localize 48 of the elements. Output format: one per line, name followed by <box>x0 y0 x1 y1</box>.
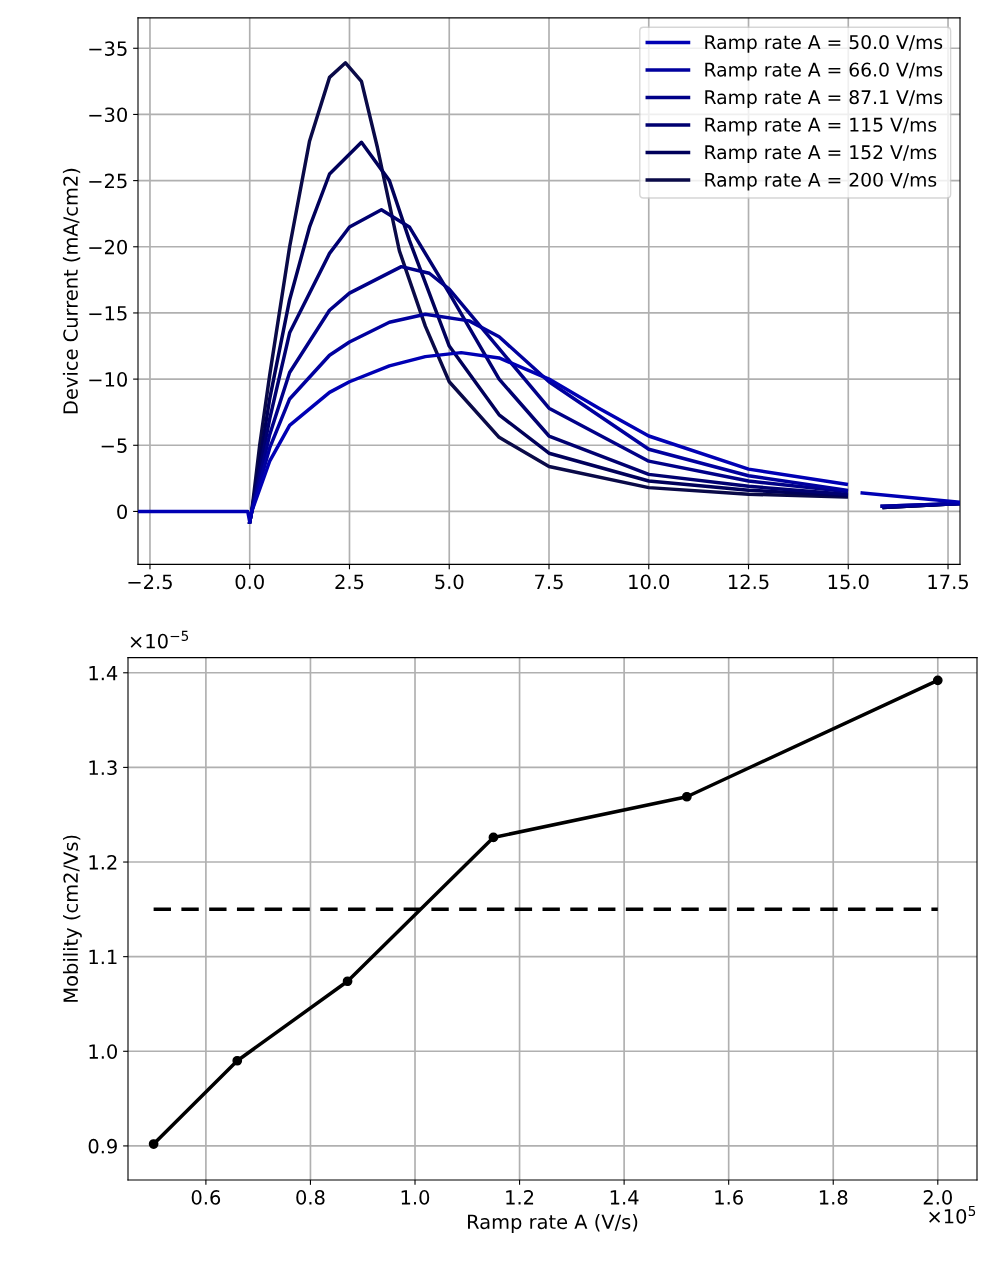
point <box>488 832 499 843</box>
x-tick-label: 10.0 <box>629 574 670 590</box>
y-tick-label: 1.4 <box>89 665 118 681</box>
legend-label: Ramp rate A = 115 V/ms <box>705 117 937 136</box>
x-tick-label: 17.5 <box>928 574 968 590</box>
y-axis-title: Mobility (cm2/Vs) <box>62 835 82 1002</box>
y-tick-label: −10 <box>89 372 127 387</box>
x-tick-label: −2.5 <box>128 574 172 590</box>
x-tick-label: 12.5 <box>729 574 769 590</box>
y-tick-label: 1.3 <box>89 760 117 776</box>
x-tick-label: 0.0 <box>235 574 264 590</box>
x-axis-title: Ramp rate A (V/s) <box>468 1214 638 1233</box>
y-tick-label: −5 <box>101 438 127 453</box>
x-tick-label: 1.6 <box>715 1190 743 1205</box>
x-tick-label: 7.5 <box>535 574 563 590</box>
point <box>932 675 943 686</box>
text: ×10$^{−5}$ <box>130 630 189 649</box>
x-tick-label: 1.2 <box>506 1190 534 1205</box>
legend-label: Ramp rate A = 50.0 V/ms <box>705 35 943 53</box>
legend-label: Ramp rate A = 152 V/ms <box>705 145 937 163</box>
x-tick-label: 5.0 <box>435 574 464 590</box>
point <box>148 1139 159 1149</box>
y-axis-title: Device Current (mA/cm2) <box>62 168 81 414</box>
y-tick-label: −15 <box>89 306 127 321</box>
y-tick-label: 0 <box>117 504 127 520</box>
legend-label: Ramp rate A = 200 V/ms <box>705 172 937 191</box>
y-tick-label: −35 <box>89 41 127 56</box>
y-tick-label: 1.2 <box>89 854 117 870</box>
x-tick-label: 15.0 <box>828 574 869 590</box>
x-tick-label: 2.5 <box>335 574 364 590</box>
x-tick-label: 0.8 <box>296 1190 325 1205</box>
point <box>232 1055 243 1066</box>
y-tick-label: −25 <box>89 173 127 189</box>
point <box>681 791 692 802</box>
legend-label: Ramp rate A = 87.1 V/ms <box>705 90 943 108</box>
y-tick-label: −30 <box>89 107 127 123</box>
x-tick-label: 0.6 <box>191 1190 221 1205</box>
x-tick-label: 2.0 <box>923 1190 952 1205</box>
point <box>342 976 353 987</box>
y-tick-label: 1.1 <box>89 949 117 965</box>
x-tick-label: 1.0 <box>401 1190 430 1205</box>
x-tick-label: 1.4 <box>610 1190 639 1205</box>
y-tick-label: 0.9 <box>88 1138 117 1154</box>
y-tick-label: −20 <box>89 239 127 255</box>
text: ×10$^{5}$ <box>929 1205 976 1224</box>
x-tick-label: 1.8 <box>819 1190 848 1205</box>
legend-label: Ramp rate A = 66.0 V/ms <box>705 62 943 81</box>
y-tick-label: 1.0 <box>89 1044 117 1059</box>
